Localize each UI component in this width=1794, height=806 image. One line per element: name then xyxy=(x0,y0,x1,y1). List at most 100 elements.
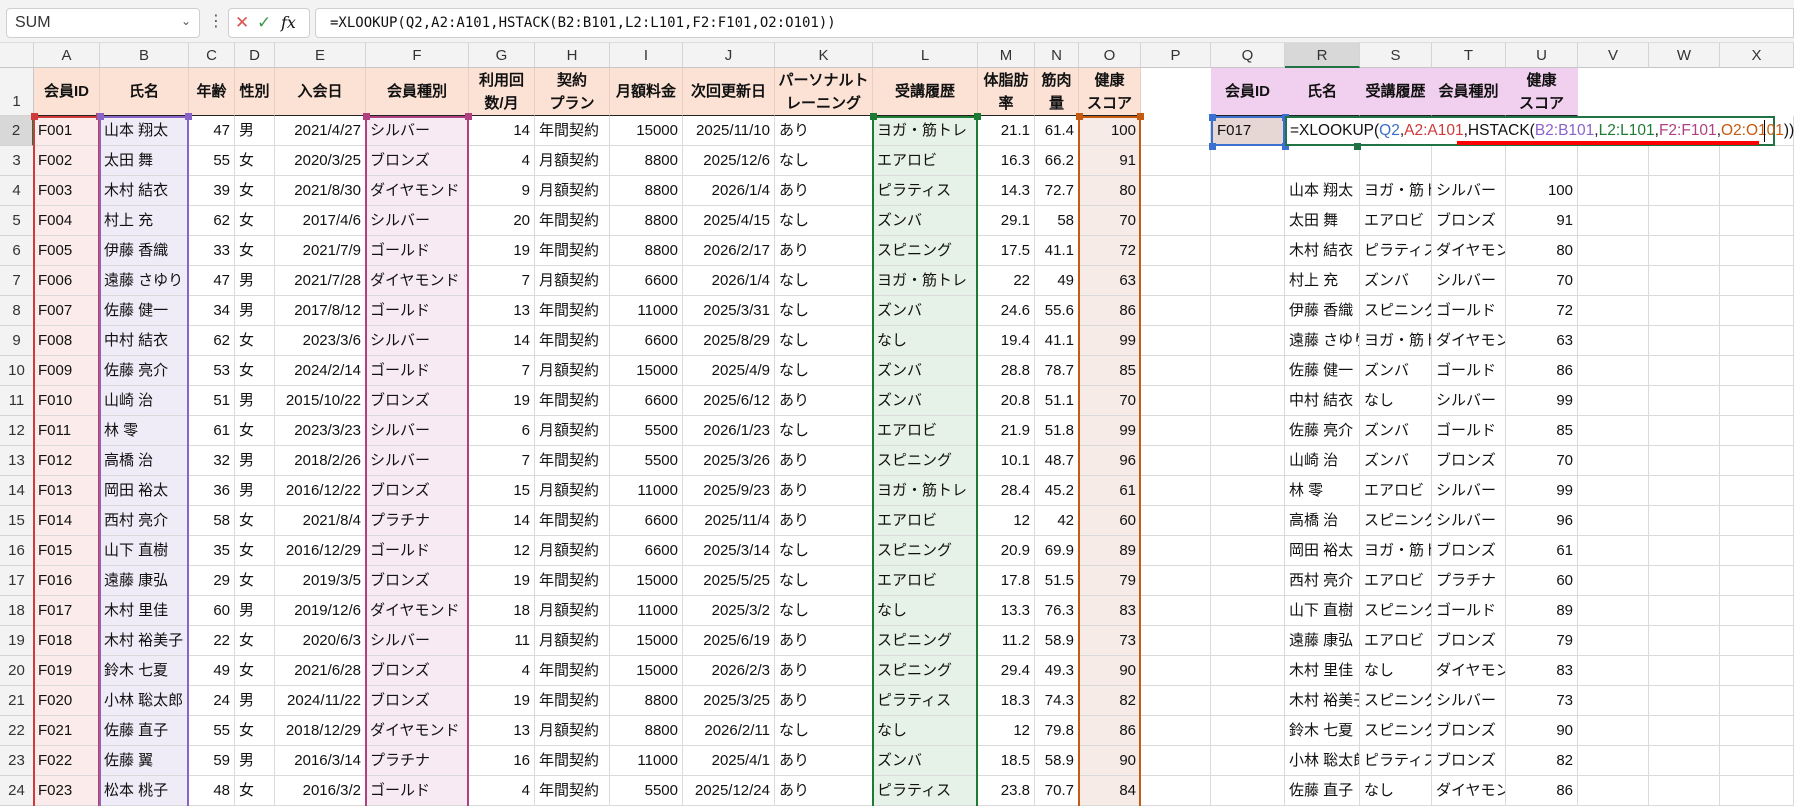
column-header-U[interactable]: U xyxy=(1506,43,1578,68)
table-cell[interactable]: 59 xyxy=(189,746,235,776)
table-cell[interactable]: 91 xyxy=(1079,146,1141,176)
table-cell[interactable]: 女 xyxy=(235,566,275,596)
empty-cell[interactable] xyxy=(1141,596,1211,626)
table-cell[interactable]: 28.8 xyxy=(978,356,1035,386)
table-cell[interactable]: 2025/3/31 xyxy=(683,296,775,326)
table-cell[interactable]: F007 xyxy=(34,296,100,326)
empty-cell[interactable] xyxy=(1649,146,1720,176)
empty-cell[interactable] xyxy=(1649,776,1720,806)
row-header-10[interactable]: 10 xyxy=(0,356,34,386)
table-cell[interactable]: 木村 里佳 xyxy=(100,596,189,626)
table-cell[interactable]: 男 xyxy=(235,116,275,146)
table-cell[interactable]: 15000 xyxy=(610,566,683,596)
table-cell[interactable]: 11000 xyxy=(610,746,683,776)
table-cell[interactable]: 58.9 xyxy=(1035,626,1079,656)
table-cell[interactable]: 14 xyxy=(469,326,535,356)
row-header-23[interactable]: 23 xyxy=(0,746,34,776)
row-header-13[interactable]: 13 xyxy=(0,446,34,476)
table-cell[interactable]: 70 xyxy=(1079,386,1141,416)
table-cell[interactable]: あり xyxy=(775,686,873,716)
resize-handle[interactable] xyxy=(1209,114,1216,121)
spill-cell[interactable]: 太田 舞 xyxy=(1285,206,1360,236)
table-cell[interactable]: 佐藤 直子 xyxy=(100,716,189,746)
table-cell[interactable]: 55.6 xyxy=(1035,296,1079,326)
table-cell[interactable]: 34 xyxy=(189,296,235,326)
table-cell[interactable]: 年間契約 xyxy=(535,326,610,356)
table-cell[interactable]: 53 xyxy=(189,356,235,386)
table-cell[interactable]: 2019/3/5 xyxy=(275,566,366,596)
table-cell[interactable]: 2020/3/25 xyxy=(275,146,366,176)
table-cell[interactable]: なし xyxy=(873,596,978,626)
empty-cell[interactable] xyxy=(1141,356,1211,386)
empty-cell[interactable] xyxy=(1141,716,1211,746)
empty-cell[interactable] xyxy=(1578,386,1649,416)
table-cell[interactable]: ズンバ xyxy=(873,206,978,236)
table-cell[interactable]: 60 xyxy=(1079,506,1141,536)
table-cell[interactable]: 年間契約 xyxy=(535,656,610,686)
spill-cell[interactable]: エアロビ xyxy=(1360,206,1432,236)
table-cell[interactable]: 2026/1/23 xyxy=(683,416,775,446)
table-cell[interactable]: 2019/12/6 xyxy=(275,596,366,626)
empty-cell[interactable] xyxy=(1141,416,1211,446)
table-cell[interactable]: 2021/7/28 xyxy=(275,266,366,296)
empty-cell[interactable] xyxy=(1578,746,1649,776)
table-cell[interactable]: 13.3 xyxy=(978,596,1035,626)
spill-cell[interactable]: ヨガ・筋トレ xyxy=(1360,326,1432,356)
table-cell[interactable]: エアロビ xyxy=(873,506,978,536)
table-cell[interactable]: 18.5 xyxy=(978,746,1035,776)
spill-cell[interactable]: 79 xyxy=(1506,626,1578,656)
table-cell[interactable]: 58 xyxy=(1035,206,1079,236)
table-cell[interactable]: F020 xyxy=(34,686,100,716)
table-cell[interactable]: 2025/8/29 xyxy=(683,326,775,356)
empty-cell[interactable] xyxy=(1211,206,1285,236)
spill-cell[interactable]: 72 xyxy=(1506,296,1578,326)
table-cell[interactable]: 5500 xyxy=(610,416,683,446)
table-cell[interactable]: ゴールド xyxy=(366,536,469,566)
empty-cell[interactable] xyxy=(1578,326,1649,356)
table-cell[interactable]: シルバー xyxy=(366,116,469,146)
empty-cell[interactable] xyxy=(1649,566,1720,596)
empty-cell[interactable] xyxy=(1211,476,1285,506)
table-cell[interactable]: 12 xyxy=(978,716,1035,746)
empty-cell[interactable] xyxy=(1649,416,1720,446)
chevron-down-icon[interactable]: ⌄ xyxy=(180,14,191,28)
fill-handle[interactable] xyxy=(1354,143,1361,150)
empty-cell[interactable] xyxy=(1141,656,1211,686)
empty-cell[interactable] xyxy=(1578,296,1649,326)
table-cell[interactable]: 2016/3/2 xyxy=(275,776,366,806)
row-header-21[interactable]: 21 xyxy=(0,686,34,716)
spill-cell[interactable]: スピニング xyxy=(1360,716,1432,746)
spill-cell[interactable]: 99 xyxy=(1506,476,1578,506)
empty-cell[interactable] xyxy=(1720,716,1794,746)
table-cell[interactable]: あり xyxy=(775,236,873,266)
column-header-E[interactable]: E xyxy=(275,43,366,68)
table-cell[interactable]: 29 xyxy=(189,566,235,596)
empty-cell[interactable] xyxy=(1141,206,1211,236)
table-cell[interactable]: 男 xyxy=(235,266,275,296)
column-header-S[interactable]: S xyxy=(1360,43,1432,68)
spill-cell[interactable]: ブロンズ xyxy=(1432,536,1506,566)
column-header-D[interactable]: D xyxy=(235,43,275,68)
table-cell[interactable]: 70 xyxy=(1079,206,1141,236)
spill-cell[interactable]: 100 xyxy=(1506,176,1578,206)
table-cell[interactable]: ゴールド xyxy=(366,296,469,326)
empty-cell[interactable] xyxy=(1720,176,1794,206)
spill-cell[interactable]: 高橋 治 xyxy=(1285,506,1360,536)
table-cell[interactable]: F008 xyxy=(34,326,100,356)
column-header-J[interactable]: J xyxy=(683,43,775,68)
table-cell[interactable]: 女 xyxy=(235,206,275,236)
empty-cell[interactable] xyxy=(1211,176,1285,206)
empty-cell[interactable] xyxy=(1211,236,1285,266)
spill-cell[interactable]: エアロビ xyxy=(1360,626,1432,656)
resize-handle[interactable] xyxy=(31,113,38,120)
table-cell[interactable]: 2023/3/6 xyxy=(275,326,366,356)
empty-cell[interactable] xyxy=(1211,386,1285,416)
table-cell[interactable]: 15000 xyxy=(610,356,683,386)
spill-cell[interactable]: スピニング xyxy=(1360,506,1432,536)
empty-cell[interactable] xyxy=(1649,266,1720,296)
row-header-9[interactable]: 9 xyxy=(0,326,34,356)
spill-cell[interactable]: ブロンズ xyxy=(1432,626,1506,656)
table-cell[interactable]: 22 xyxy=(189,626,235,656)
column-header-I[interactable]: I xyxy=(610,43,683,68)
table-cell[interactable]: 70.7 xyxy=(1035,776,1079,806)
